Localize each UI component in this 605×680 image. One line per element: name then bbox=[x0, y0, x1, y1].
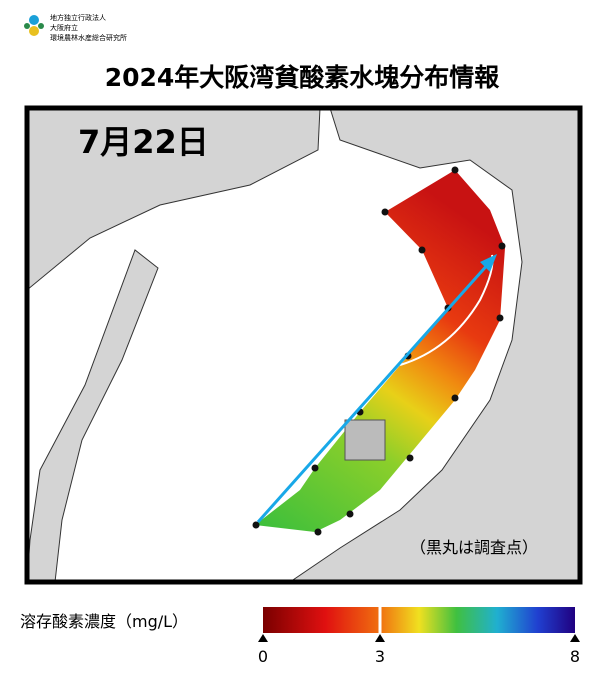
org-line: 地方独立行政法人 bbox=[50, 13, 106, 22]
note: （黒丸は調査点） bbox=[410, 538, 538, 557]
org-line: 大阪府立 bbox=[50, 23, 78, 32]
date: 7月22日 bbox=[78, 123, 209, 161]
tick-marker bbox=[375, 634, 385, 642]
colorbar-label: 溶存酸素濃度（mg/L） bbox=[20, 612, 188, 631]
tick-label: 3 bbox=[375, 647, 385, 666]
logo bbox=[24, 15, 44, 36]
title: 2024年大阪湾貧酸素水塊分布情報 bbox=[105, 63, 501, 92]
tick-marker bbox=[570, 634, 580, 642]
colorbar-ticks: 0 3 8 bbox=[258, 607, 580, 666]
org-line: 環境農林水産総合研究所 bbox=[50, 33, 127, 42]
map bbox=[24, 105, 583, 585]
tick-label: 8 bbox=[570, 647, 580, 666]
tick-label: 0 bbox=[258, 647, 268, 666]
colorbar bbox=[263, 607, 575, 633]
tick-marker bbox=[258, 634, 268, 642]
